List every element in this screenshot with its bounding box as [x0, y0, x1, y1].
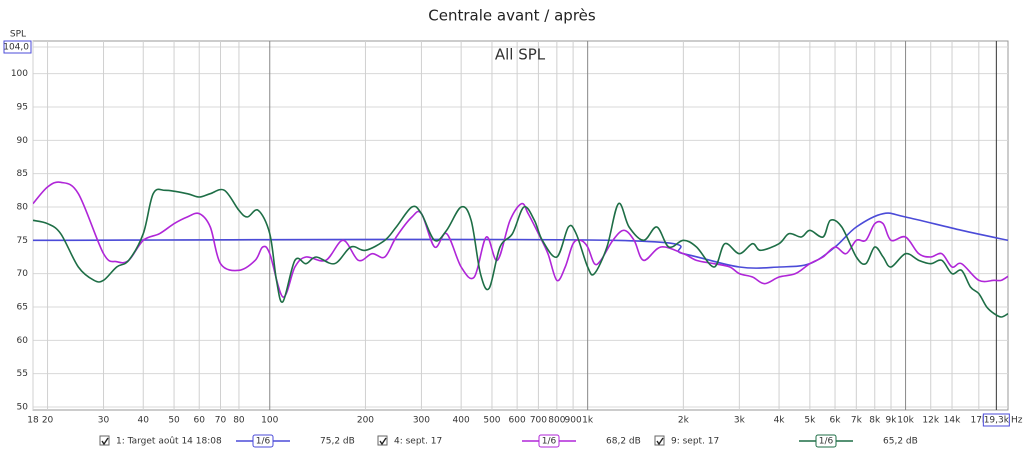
x-tick-label: 4k: [774, 416, 786, 426]
x-axis-label: Hz: [1011, 416, 1023, 426]
x-tick-label: 700: [530, 416, 547, 426]
x-tick-label: 2k: [678, 416, 690, 426]
x-tick-label: 200: [357, 416, 374, 426]
cursor-box: [3, 40, 32, 54]
y-tick-label: 75: [17, 236, 28, 246]
x-tick-label: 8k: [869, 416, 881, 426]
legend-label: 9: sept. 17: [671, 437, 719, 447]
chart-title: Centrale avant / après: [428, 7, 596, 25]
x-tick-label: 40: [138, 416, 150, 426]
x-tick-label: 60: [193, 416, 205, 426]
y-tick-label: 90: [17, 136, 29, 146]
x-tick-label: 400: [453, 416, 470, 426]
plot-area: [32, 40, 1009, 411]
y-tick-label: 80: [17, 203, 29, 213]
x-tick-label: 50: [168, 416, 180, 426]
legend-check: [101, 437, 109, 446]
y-tick-label: 104,0: [3, 43, 29, 53]
y-tick-label: 55: [17, 369, 28, 379]
x-tick-label: 6k: [830, 416, 842, 426]
x-tick-label: 17k: [970, 416, 987, 426]
y-tick-label: 50: [17, 403, 29, 413]
legend-smoothing: 1/6: [256, 437, 271, 447]
x-tick-label: 20: [42, 416, 54, 426]
legend-value: 68,2 dB: [606, 437, 641, 447]
legend-smoothing-box: [252, 434, 274, 448]
x-tick-label: 5k: [804, 416, 816, 426]
legend-check: [656, 437, 664, 446]
x-tick-label: 800: [548, 416, 565, 426]
x-tick-label: 900: [565, 416, 582, 426]
x-tick-label: 600: [509, 416, 526, 426]
legend-value: 75,2 dB: [320, 437, 355, 447]
x-tick-label: 9k: [886, 416, 898, 426]
series-line: [33, 212, 1008, 269]
x-tick-label: 3k: [734, 416, 746, 426]
x-tick-label: 14k: [944, 416, 961, 426]
legend-smoothing: 1/6: [542, 437, 557, 447]
y-axis-label: SPL: [10, 30, 26, 40]
x-tick-label: 500: [483, 416, 500, 426]
y-tick-label: 85: [17, 169, 28, 179]
legend-checkbox[interactable]: [377, 435, 388, 446]
plot-subtitle: All SPL: [495, 46, 546, 64]
legend-label: 4: sept. 17: [394, 437, 442, 447]
x-tick-label: 70: [215, 416, 227, 426]
x-tick-label: 7k: [851, 416, 863, 426]
x-tick-label: 10k: [897, 416, 914, 426]
legend-value: 65,2 dB: [883, 437, 918, 447]
x-tick-label: 12k: [922, 416, 939, 426]
x-tick-label: 80: [233, 416, 245, 426]
x-tick-label: 18: [27, 416, 39, 426]
series-line: [33, 181, 1008, 298]
y-tick-label: 70: [17, 269, 29, 279]
series-line: [33, 188, 1008, 318]
x-tick-label: 100: [261, 416, 278, 426]
grid: [32, 41, 1008, 410]
y-tick-label: 60: [17, 336, 29, 346]
legend-smoothing: 1/6: [819, 437, 834, 447]
legend-checkbox[interactable]: [99, 435, 110, 446]
cursor-box: [982, 413, 1010, 427]
legend-check: [379, 437, 387, 446]
legend-smoothing-box: [815, 434, 837, 448]
y-tick-label: 95: [17, 103, 28, 113]
x-tick-label: 19,3k: [984, 416, 1010, 426]
x-tick-label: 30: [98, 416, 110, 426]
x-tick-label: 1k: [582, 416, 594, 426]
y-tick-label: 65: [17, 303, 28, 313]
y-tick-label: 100: [11, 69, 28, 79]
legend-label: 1: Target août 14 18:08: [116, 437, 222, 447]
x-tick-label: 300: [413, 416, 430, 426]
legend-checkbox[interactable]: [654, 435, 665, 446]
legend-smoothing-box: [538, 434, 560, 448]
